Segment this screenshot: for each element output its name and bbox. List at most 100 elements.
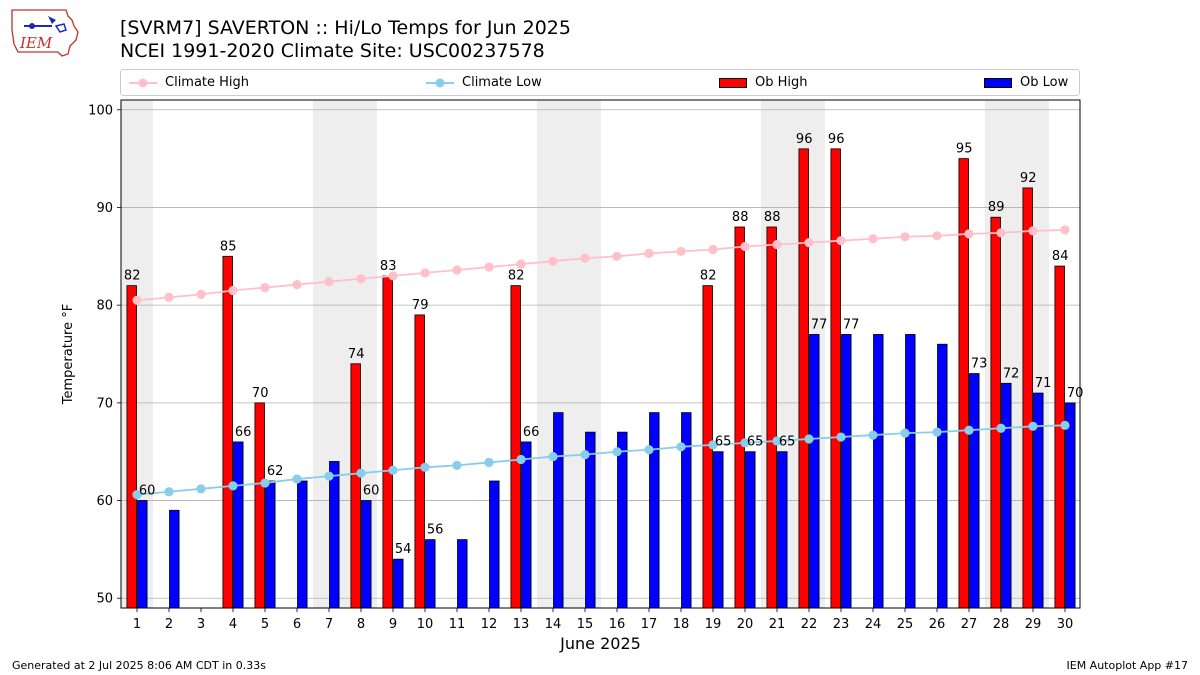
xtick-label-21: 21 bbox=[769, 617, 786, 632]
ytick-label-50: 50 bbox=[96, 592, 113, 607]
xtick-label-1: 1 bbox=[133, 617, 141, 632]
label-ob-low-day-29: 71 bbox=[1035, 376, 1052, 391]
bar-ob-high-day-4 bbox=[222, 255, 233, 609]
xtick-label-4: 4 bbox=[229, 617, 237, 632]
xtick-label-23: 23 bbox=[833, 617, 850, 632]
bar-ob-high-day-29 bbox=[1022, 187, 1033, 609]
label-ob-low-day-13: 66 bbox=[523, 425, 540, 440]
bar-ob-low-day-10 bbox=[425, 539, 436, 609]
xtick-label-20: 20 bbox=[737, 617, 754, 632]
point-climate-high-day-5 bbox=[260, 282, 270, 293]
legend-climate-high-label: Climate High bbox=[165, 75, 250, 90]
point-climate-high-day-25 bbox=[900, 232, 910, 242]
legend-climate-low-marker bbox=[426, 78, 454, 87]
bar-ob-low-day-9 bbox=[393, 558, 404, 609]
point-climate-high-day-29 bbox=[1028, 226, 1038, 236]
bar-ob-low-day-26 bbox=[937, 343, 948, 609]
point-climate-low-day-22 bbox=[804, 434, 814, 444]
point-climate-high-day-14 bbox=[548, 256, 558, 266]
chart-legend: Climate High Climate Low Ob High Ob Low bbox=[120, 69, 1080, 96]
bar-ob-high-day-27 bbox=[958, 158, 969, 609]
xtick-label-30: 30 bbox=[1057, 617, 1074, 632]
point-climate-high-day-28 bbox=[996, 228, 1006, 238]
point-climate-high-day-22 bbox=[804, 238, 814, 248]
point-climate-low-day-24 bbox=[868, 430, 878, 440]
point-climate-high-day-24 bbox=[868, 234, 878, 244]
label-ob-high-day-23: 96 bbox=[828, 132, 845, 147]
point-climate-high-day-21 bbox=[772, 239, 782, 250]
point-climate-low-day-23 bbox=[836, 432, 846, 442]
label-ob-low-day-8: 60 bbox=[363, 484, 380, 499]
bar-ob-low-day-22 bbox=[809, 334, 820, 609]
point-climate-low-day-18 bbox=[676, 442, 686, 452]
xtick-label-9: 9 bbox=[389, 617, 397, 632]
label-ob-low-day-5: 62 bbox=[267, 464, 284, 479]
legend-ob-high-swatch bbox=[719, 77, 747, 88]
bar-ob-high-day-1 bbox=[126, 285, 137, 609]
label-ob-low-day-23: 77 bbox=[843, 317, 860, 332]
point-climate-low-day-26 bbox=[932, 427, 942, 437]
bar-ob-high-day-9 bbox=[382, 275, 393, 609]
temperature-chart: 8260856670627460835479568266826588658865… bbox=[61, 99, 1084, 653]
point-climate-high-day-8 bbox=[356, 274, 366, 284]
label-ob-high-day-19: 82 bbox=[700, 269, 717, 284]
xtick-label-16: 16 bbox=[609, 617, 626, 632]
point-climate-low-day-7 bbox=[324, 471, 334, 481]
point-climate-high-day-9 bbox=[388, 271, 398, 281]
weekend-shade-day-14 bbox=[537, 100, 569, 608]
point-climate-high-day-2 bbox=[164, 292, 174, 302]
label-ob-high-day-29: 92 bbox=[1020, 171, 1037, 186]
bar-ob-high-day-8 bbox=[350, 363, 361, 609]
point-climate-low-day-12 bbox=[484, 457, 494, 468]
point-climate-low-day-6 bbox=[292, 474, 302, 484]
point-climate-high-day-15 bbox=[580, 253, 590, 263]
y-axis-label: Temperature °F bbox=[61, 304, 76, 405]
bar-ob-low-day-14 bbox=[553, 412, 564, 609]
point-climate-high-day-18 bbox=[676, 246, 686, 257]
label-ob-high-day-28: 89 bbox=[988, 200, 1005, 215]
label-ob-low-day-30: 70 bbox=[1067, 386, 1084, 401]
label-ob-high-day-27: 95 bbox=[956, 142, 973, 157]
bar-ob-low-day-1 bbox=[137, 500, 148, 609]
label-ob-high-day-10: 79 bbox=[412, 298, 429, 313]
bar-ob-low-day-23 bbox=[841, 334, 852, 609]
xtick-label-29: 29 bbox=[1025, 617, 1042, 632]
weekend-shade-day-1 bbox=[121, 100, 153, 608]
bar-ob-low-day-21 bbox=[777, 451, 788, 609]
point-climate-low-day-17 bbox=[644, 445, 654, 455]
bar-ob-high-day-21 bbox=[766, 226, 777, 609]
point-climate-high-day-27 bbox=[964, 229, 974, 239]
point-climate-low-day-30 bbox=[1060, 420, 1070, 430]
bar-ob-low-day-30 bbox=[1065, 402, 1076, 609]
label-ob-high-day-4: 85 bbox=[220, 239, 237, 254]
bar-ob-low-day-2 bbox=[169, 509, 180, 609]
label-ob-low-day-1: 60 bbox=[139, 484, 156, 499]
xtick-label-17: 17 bbox=[641, 617, 658, 632]
xtick-label-26: 26 bbox=[929, 617, 946, 632]
label-ob-high-day-1: 82 bbox=[124, 269, 141, 284]
xtick-label-14: 14 bbox=[545, 617, 562, 632]
point-climate-high-day-6 bbox=[292, 280, 302, 290]
label-ob-high-day-5: 70 bbox=[252, 386, 269, 401]
bar-ob-low-day-16 bbox=[617, 431, 628, 609]
bar-ob-high-day-20 bbox=[734, 226, 745, 609]
legend-ob-low-label: Ob Low bbox=[1020, 75, 1069, 90]
point-climate-high-day-30 bbox=[1060, 225, 1070, 235]
xtick-label-5: 5 bbox=[261, 617, 269, 632]
bar-ob-low-day-27 bbox=[969, 373, 980, 609]
point-climate-high-day-10 bbox=[420, 268, 430, 278]
bar-ob-high-day-22 bbox=[798, 148, 809, 609]
bar-ob-high-day-10 bbox=[414, 314, 425, 609]
legend-climate-high-marker bbox=[129, 78, 157, 87]
xtick-label-10: 10 bbox=[417, 617, 434, 632]
point-climate-low-day-29 bbox=[1028, 421, 1038, 431]
bar-ob-low-day-12 bbox=[489, 480, 500, 609]
app-id: IEM Autoplot App #17 bbox=[1066, 659, 1189, 672]
point-climate-low-day-8 bbox=[356, 468, 366, 478]
point-climate-low-day-19 bbox=[708, 440, 718, 450]
bar-ob-high-day-13 bbox=[510, 285, 521, 609]
bar-ob-high-day-23 bbox=[830, 148, 841, 609]
xtick-label-2: 2 bbox=[165, 617, 173, 632]
point-climate-low-day-5 bbox=[260, 478, 270, 488]
point-climate-high-day-16 bbox=[612, 251, 622, 261]
